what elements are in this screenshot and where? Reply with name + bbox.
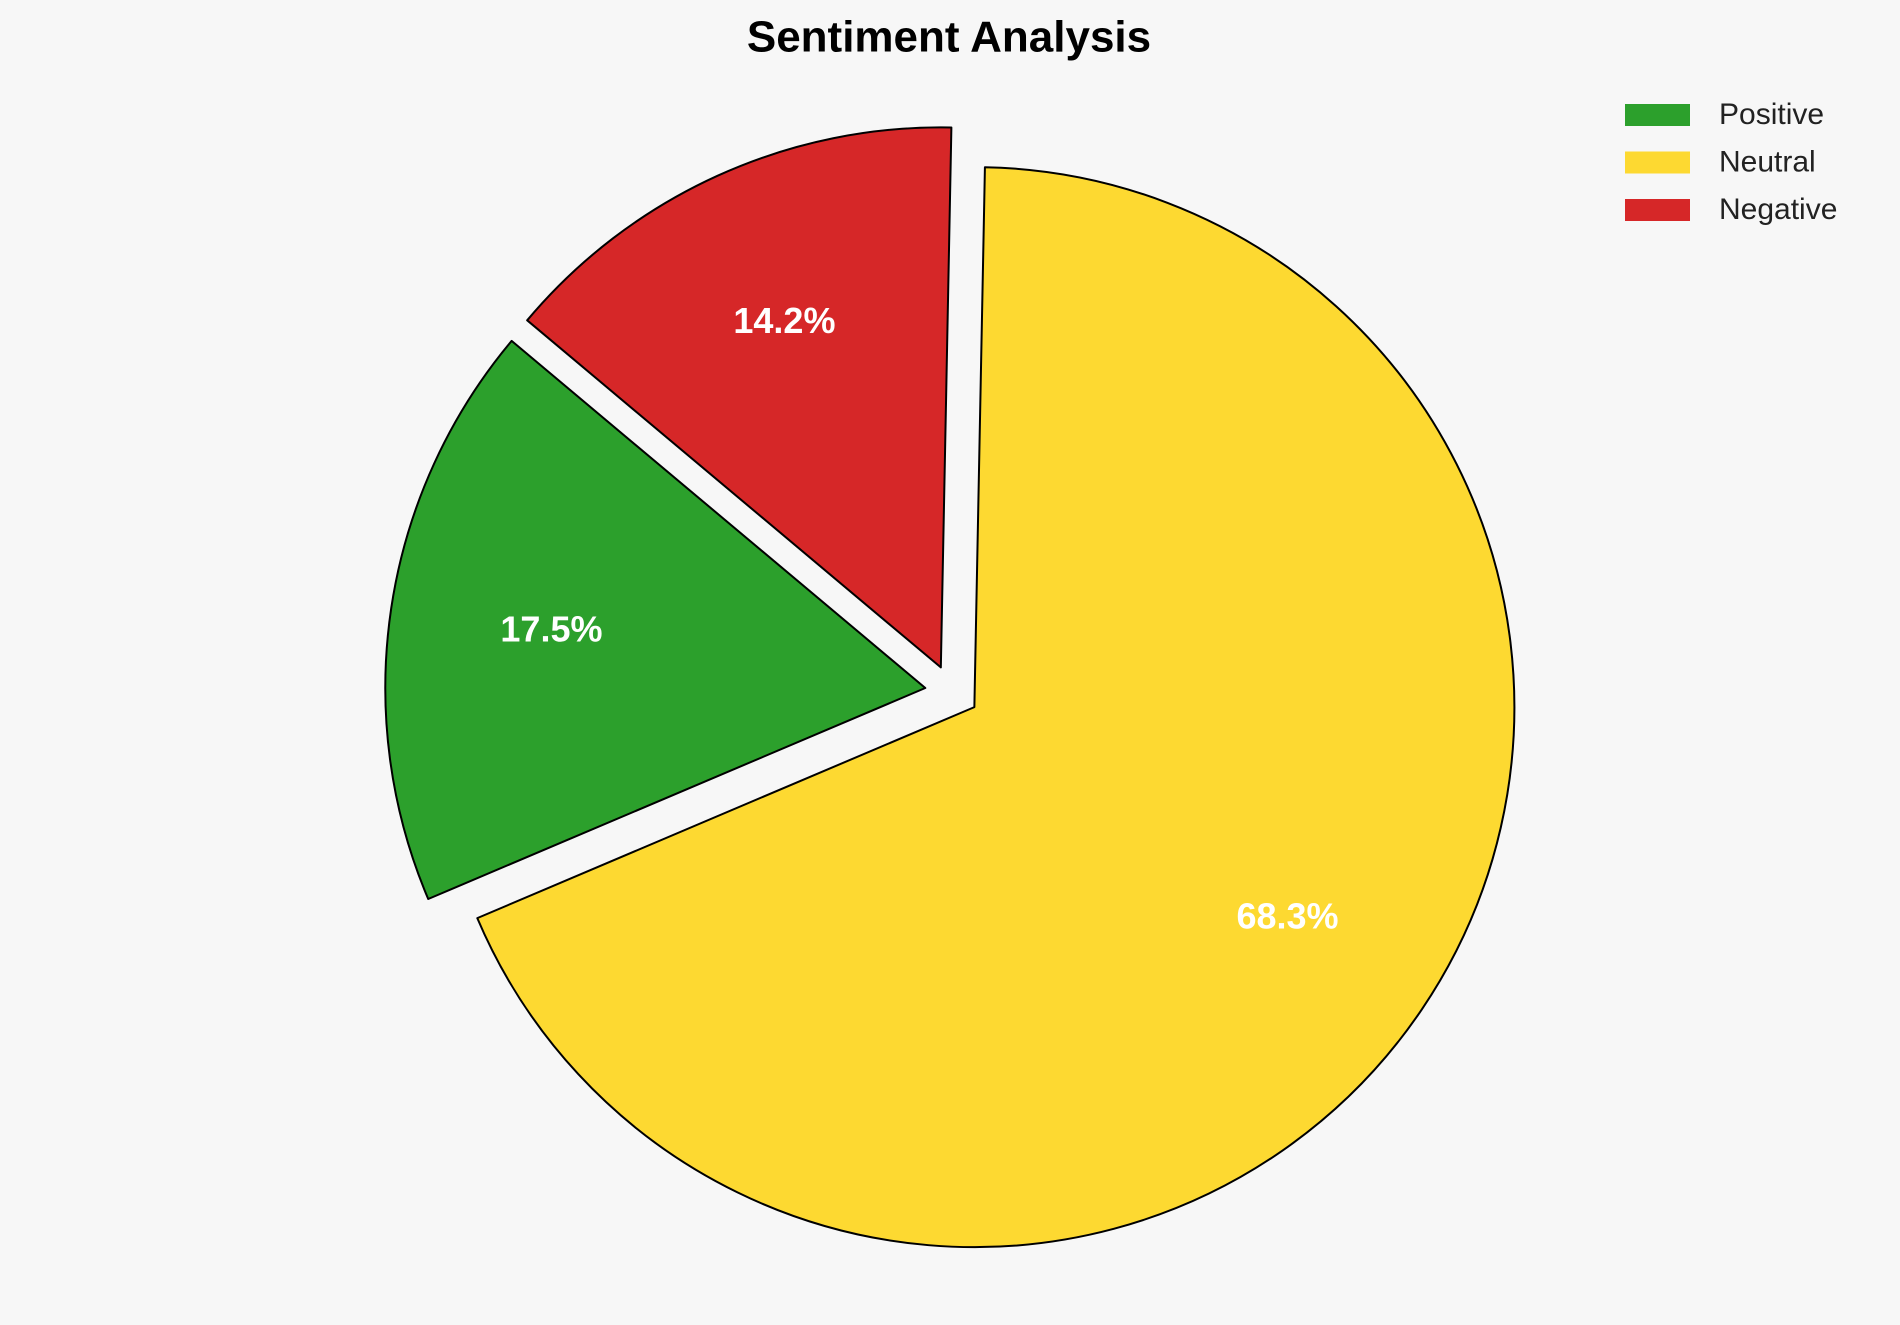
value-label: 68.3%	[1236, 895, 1338, 936]
legend-swatch	[1625, 151, 1690, 174]
legend-swatch	[1625, 199, 1690, 221]
chart-title: Sentiment Analysis	[747, 13, 1151, 62]
legend-label: Neutral	[1719, 145, 1816, 178]
pie-slice	[526, 126, 953, 669]
legend-label: Positive	[1719, 98, 1824, 131]
pie-slice	[476, 166, 1516, 1249]
value-label: 17.5%	[500, 609, 602, 650]
pie-slice	[384, 339, 927, 901]
legend-label: Negative	[1719, 193, 1837, 226]
value-label: 14.2%	[733, 300, 835, 341]
legend-swatch	[1625, 104, 1690, 126]
